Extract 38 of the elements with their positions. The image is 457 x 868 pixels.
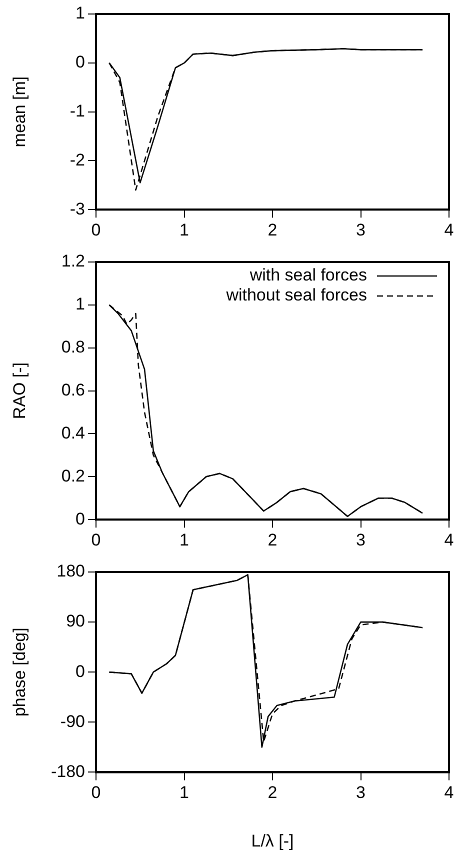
x-tick-label: 0	[91, 530, 101, 550]
y-tick-label: -2	[70, 150, 85, 170]
x-tick-label: 3	[356, 530, 366, 550]
x-tick-label: 2	[268, 220, 278, 240]
x-tick-label: 4	[444, 530, 454, 550]
y-tick-label: 1	[76, 4, 85, 23]
x-tick-label: 1	[180, 220, 189, 240]
y-tick-label: 0	[76, 509, 85, 528]
y-tick-label: 1	[76, 294, 85, 314]
x-tick-label: 0	[91, 220, 101, 240]
y-tick-label: 0.8	[61, 338, 85, 357]
x-tick-label: 4	[444, 783, 454, 802]
y-tick-label: 0.2	[61, 466, 85, 486]
legend-label: with seal forces	[248, 266, 367, 285]
x-tick-label: 0	[91, 783, 101, 802]
y-tick-label: -1	[70, 101, 85, 120]
y-tick-label: 0.6	[61, 380, 85, 400]
y-tick-label: 0	[76, 662, 85, 681]
x-tick-label: 3	[356, 220, 366, 240]
y-tick-label: -3	[70, 199, 85, 218]
x-tick-label: 2	[268, 783, 278, 802]
y-axis-title: RAO [-]	[10, 362, 29, 420]
y-tick-label: 90	[66, 612, 85, 631]
y-tick-label: 0	[76, 52, 85, 72]
x-tick-label: 1	[180, 530, 189, 550]
y-axis-title: phase [deg]	[10, 628, 29, 717]
x-tick-label: 1	[180, 783, 189, 802]
x-tick-label: 2	[268, 530, 278, 550]
y-tick-label: 0.4	[61, 423, 85, 442]
y-tick-label: -180	[50, 762, 85, 781]
y-tick-label: 180	[56, 562, 85, 581]
x-tick-label: 4	[444, 220, 454, 240]
x-tick-label: 3	[356, 783, 366, 802]
y-tick-label: -90	[60, 712, 85, 731]
y-tick-label: 1.2	[61, 252, 85, 271]
x-axis-title: L/λ [-]	[251, 831, 294, 850]
y-axis-title: mean [m]	[10, 76, 29, 148]
legend-label: without seal forces	[225, 286, 367, 305]
